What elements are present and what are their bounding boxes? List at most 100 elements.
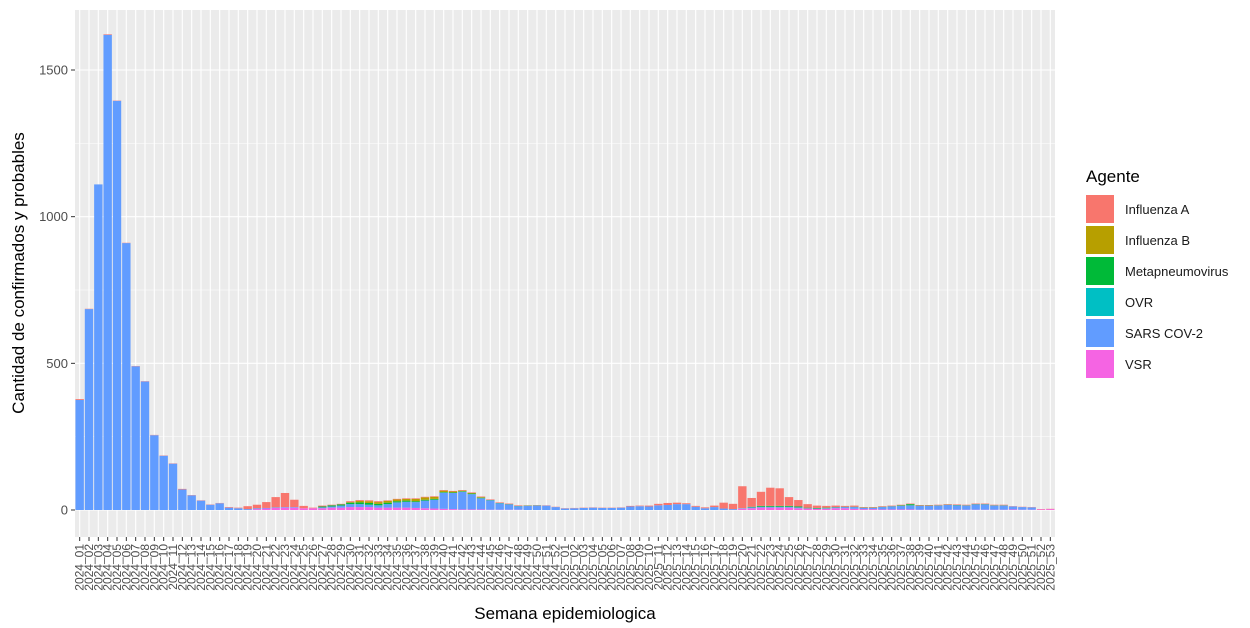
bar-segment-sars-cov-2-2024_16 (215, 503, 223, 510)
bar-segment-sars-cov-2-2024_07 (131, 366, 139, 510)
bar-segment-sars-cov-2-2024_09 (150, 435, 158, 510)
bar-segment-metapneumovirus-2025_24 (775, 506, 783, 507)
bar-segment-sars-cov-2-2024_36 (402, 502, 410, 508)
bar-segment-sars-cov-2-2024_46 (495, 503, 503, 509)
bar-segment-metapneumovirus-2025_27 (803, 508, 811, 509)
bar-segment-vsr-2024_41 (449, 509, 457, 510)
bar-segment-sars-cov-2-2025_17 (710, 507, 718, 510)
bar-segment-influenza-a-2025_36 (887, 506, 895, 507)
legend-title: Agente (1086, 167, 1140, 186)
bar-segment-sars-cov-2-2025_22 (757, 507, 765, 508)
bar-segment-influenza-a-2024_43 (467, 492, 475, 493)
bar-segment-sars-cov-2-2025_33 (859, 508, 867, 509)
bar-segment-sars-cov-2-2025_07 (617, 508, 625, 510)
bar-segment-influenza-a-2024_32 (365, 500, 373, 501)
bar-segment-sars-cov-2-2025_35 (878, 507, 886, 509)
bar-segment-influenza-a-2025_27 (803, 504, 811, 508)
bar-segment-metapneumovirus-2024_27 (318, 506, 326, 507)
bar-segment-influenza-a-2025_44 (962, 505, 970, 506)
bar-segment-vsr-2025_35 (878, 509, 886, 510)
bar-segment-sars-cov-2-2024_08 (141, 382, 149, 510)
bar-segment-sars-cov-2-2025_44 (962, 506, 970, 510)
bar-segment-sars-cov-2-2025_43 (953, 505, 961, 509)
bar-segment-metapneumovirus-2024_30 (346, 503, 354, 504)
bar-segment-sars-cov-2-2025_29 (822, 508, 830, 509)
bar-segment-influenza-a-2025_41 (934, 505, 942, 506)
bar-segment-influenza-a-2025_20 (738, 486, 746, 508)
bar-segment-sars-cov-2-2025_41 (934, 506, 942, 510)
bar-segment-vsr-2025_53 (1046, 509, 1054, 510)
x-axis: 2024_012024_022024_032024_042024_052024_… (73, 537, 1058, 591)
bar-segment-vsr-2025_28 (813, 509, 821, 510)
legend-label: OVR (1125, 295, 1153, 310)
bar-segment-sars-cov-2-2025_15 (691, 507, 699, 510)
bar-segment-influenza-b-2024_40 (439, 491, 447, 492)
bar-segment-vsr-2025_52 (1037, 509, 1045, 510)
bar-segment-metapneumovirus-2025_22 (757, 506, 765, 507)
bar-segment-influenza-a-2025_21 (747, 498, 755, 507)
bar-segment-sars-cov-2-2025_45 (971, 504, 979, 509)
bar-segment-influenza-a-2024_39 (430, 496, 438, 497)
bar-segment-sars-cov-2-2024_10 (159, 456, 167, 510)
bar-segment-influenza-a-2025_28 (813, 506, 821, 508)
bar-segment-vsr-2024_31 (355, 507, 363, 510)
bar-segment-sars-cov-2-2025_02 (570, 508, 578, 510)
bar-segment-vsr-2025_34 (869, 509, 877, 510)
bar-segment-sars-cov-2-2024_14 (197, 501, 205, 510)
bar-segment-metapneumovirus-2024_40 (439, 492, 447, 493)
bar-segment-influenza-b-2024_30 (346, 502, 354, 503)
bar-segment-influenza-a-2025_31 (841, 506, 849, 507)
y-tick-label: 0 (61, 503, 68, 518)
bar-segment-influenza-a-2024_34 (383, 500, 391, 501)
bar-segment-influenza-b-2024_38 (421, 497, 429, 499)
bar-segment-vsr-2024_33 (374, 508, 382, 510)
bar-segment-sars-cov-2-2024_29 (337, 506, 345, 508)
bar-segment-influenza-a-2025_42 (943, 504, 951, 505)
bar-segment-influenza-a-2024_25 (299, 506, 307, 508)
bar-segment-influenza-a-2024_38 (421, 497, 429, 498)
bar-segment-influenza-a-2024_30 (346, 501, 354, 502)
bar-segment-influenza-a-2025_26 (794, 500, 802, 506)
bar-segment-vsr-2024_43 (467, 509, 475, 510)
bar-segment-sars-cov-2-2025_31 (841, 507, 849, 508)
bar-segment-influenza-a-2025_47 (990, 505, 998, 506)
bar-segment-influenza-a-2024_27 (318, 506, 326, 507)
bar-segment-vsr-2024_27 (318, 508, 326, 510)
legend-label: Influenza B (1125, 233, 1190, 248)
bar-segment-influenza-a-2025_40 (925, 505, 933, 506)
bar-segment-sars-cov-2-2025_25 (785, 507, 793, 508)
bar-segment-influenza-a-2024_48 (514, 505, 522, 506)
bar-segment-influenza-a-2025_35 (878, 506, 886, 507)
bar-segment-metapneumovirus-2024_41 (449, 492, 457, 493)
bar-segment-sars-cov-2-2024_51 (542, 506, 550, 510)
bar-segment-vsr-2024_35 (393, 508, 401, 510)
bar-segment-metapneumovirus-2024_32 (365, 503, 373, 505)
bar-segment-influenza-a-2024_01 (75, 399, 83, 400)
bar-segment-influenza-a-2024_37 (411, 498, 419, 499)
bar-segment-sars-cov-2-2025_09 (635, 506, 643, 510)
bar-segment-vsr-2025_24 (775, 508, 783, 510)
bar-segment-influenza-a-2024_42 (458, 490, 466, 491)
bar-segment-influenza-b-2024_34 (383, 501, 391, 503)
bar-segment-vsr-2024_23 (281, 508, 289, 510)
bar-segment-sars-cov-2-2024_23 (281, 507, 289, 508)
bar-segment-sars-cov-2-2025_51 (1027, 507, 1035, 509)
bar-segment-sars-cov-2-2024_28 (327, 506, 335, 507)
bar-segment-influenza-b-2024_39 (430, 497, 438, 499)
y-tick-label: 500 (46, 356, 68, 371)
bar-segment-influenza-a-2025_48 (999, 505, 1007, 506)
bar-segment-influenza-a-2025_23 (766, 488, 774, 506)
legend-swatch-metapneumovirus (1086, 257, 1114, 285)
bar-segment-vsr-2025_22 (757, 508, 765, 510)
bar-segment-sars-cov-2-2025_12 (663, 505, 671, 510)
bar-segment-sars-cov-2-2024_39 (430, 500, 438, 509)
bar-segment-sars-cov-2-2024_06 (122, 243, 130, 510)
bar-segment-metapneumovirus-2024_29 (337, 504, 345, 505)
bar-segment-vsr-2025_30 (831, 508, 839, 510)
bar-segment-vsr-2025_32 (850, 509, 858, 510)
bar-segment-influenza-a-2025_34 (869, 507, 877, 508)
bar-segment-metapneumovirus-2024_37 (411, 501, 419, 502)
bar-segment-metapneumovirus-2024_35 (393, 501, 401, 502)
legend-label: VSR (1125, 357, 1152, 372)
